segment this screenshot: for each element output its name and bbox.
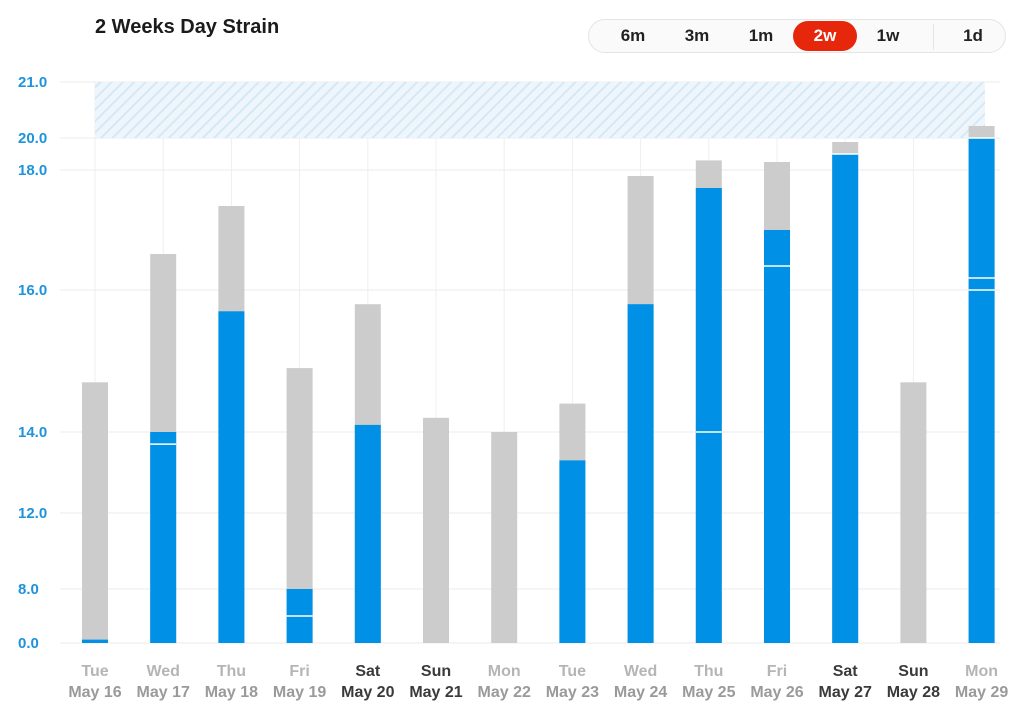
target-cap [968, 126, 995, 138]
x-day-label: Thu [217, 663, 246, 680]
x-day-label: Fri [767, 663, 787, 680]
x-date-label: May 25 [682, 684, 735, 701]
target-cap [832, 142, 859, 154]
y-tick-label: 0.0 [18, 635, 39, 652]
target-bar [900, 382, 927, 643]
x-day-label: Fri [289, 663, 309, 680]
x-day-label: Sat [833, 663, 859, 680]
strain-bar [150, 432, 177, 643]
range-divider [933, 24, 934, 50]
x-date-label: May 26 [750, 684, 803, 701]
strain-bar [968, 138, 995, 643]
x-date-label: May 23 [546, 684, 599, 701]
x-day-label: Sun [898, 663, 928, 680]
x-date-label: May 29 [955, 684, 1008, 701]
y-tick-label: 8.0 [18, 581, 39, 598]
x-date-label: May 21 [409, 684, 462, 701]
y-tick-label: 12.0 [18, 505, 47, 522]
target-band [95, 82, 985, 138]
strain-bar [695, 188, 722, 643]
x-day-label: Wed [624, 663, 657, 680]
chart-title: 2 Weeks Day Strain [95, 16, 280, 38]
y-tick-label: 18.0 [18, 162, 47, 179]
gridlines [60, 81, 1000, 644]
range-6m-button[interactable]: 6m [620, 26, 646, 45]
x-date-label: May 28 [887, 684, 940, 701]
x-day-label: Mon [488, 663, 521, 680]
target-bar [491, 432, 518, 643]
strain-bar [627, 304, 654, 643]
x-day-label: Sat [355, 663, 381, 680]
x-date-label: May 20 [341, 684, 394, 701]
x-day-label: Thu [694, 663, 723, 680]
x-date-label: May 17 [137, 684, 190, 701]
target-bar [423, 417, 449, 643]
range-1m-button[interactable]: 1m [748, 26, 774, 45]
bars [82, 126, 995, 643]
range-1w-button[interactable]: 1w [876, 26, 900, 45]
x-date-label: May 27 [819, 684, 872, 701]
target-zone-band [95, 82, 985, 138]
x-day-label: Wed [146, 663, 179, 680]
strain-bar [832, 154, 859, 643]
strain-bar [82, 639, 108, 643]
range-2w-button[interactable]: 2w [793, 21, 857, 51]
y-tick-label: 20.0 [18, 130, 47, 147]
y-tick-label: 21.0 [18, 74, 47, 91]
y-tick-label: 14.0 [18, 424, 47, 441]
x-day-label: Tue [559, 663, 586, 680]
x-date-label: May 24 [614, 684, 667, 701]
target-bar [82, 382, 108, 643]
range-1d-button[interactable]: 1d [963, 26, 983, 45]
range-3m-button[interactable]: 3m [684, 26, 710, 45]
x-day-label: Tue [81, 663, 108, 680]
strain-bar [559, 460, 586, 643]
x-date-label: May 19 [273, 684, 326, 701]
y-axis: 21.0 20.0 18.0 16.0 14.0 12.0 8.0 0.0 [18, 74, 47, 652]
x-date-label: May 18 [205, 684, 258, 701]
x-date-label: May 22 [478, 684, 531, 701]
y-tick-label: 16.0 [18, 282, 47, 299]
x-date-label: May 16 [68, 684, 121, 701]
x-day-label: Sun [421, 663, 451, 680]
x-axis: Tue May 16 Wed May 17 Thu May 18 Fri May 19 Sat M… [68, 663, 1008, 701]
time-range-selector: 6m 3m 1m 2w 1w 1d [588, 19, 1006, 53]
strain-bar [218, 311, 245, 643]
x-day-label: Mon [965, 663, 998, 680]
strain-bar [764, 230, 790, 643]
strain-bar [354, 424, 381, 643]
